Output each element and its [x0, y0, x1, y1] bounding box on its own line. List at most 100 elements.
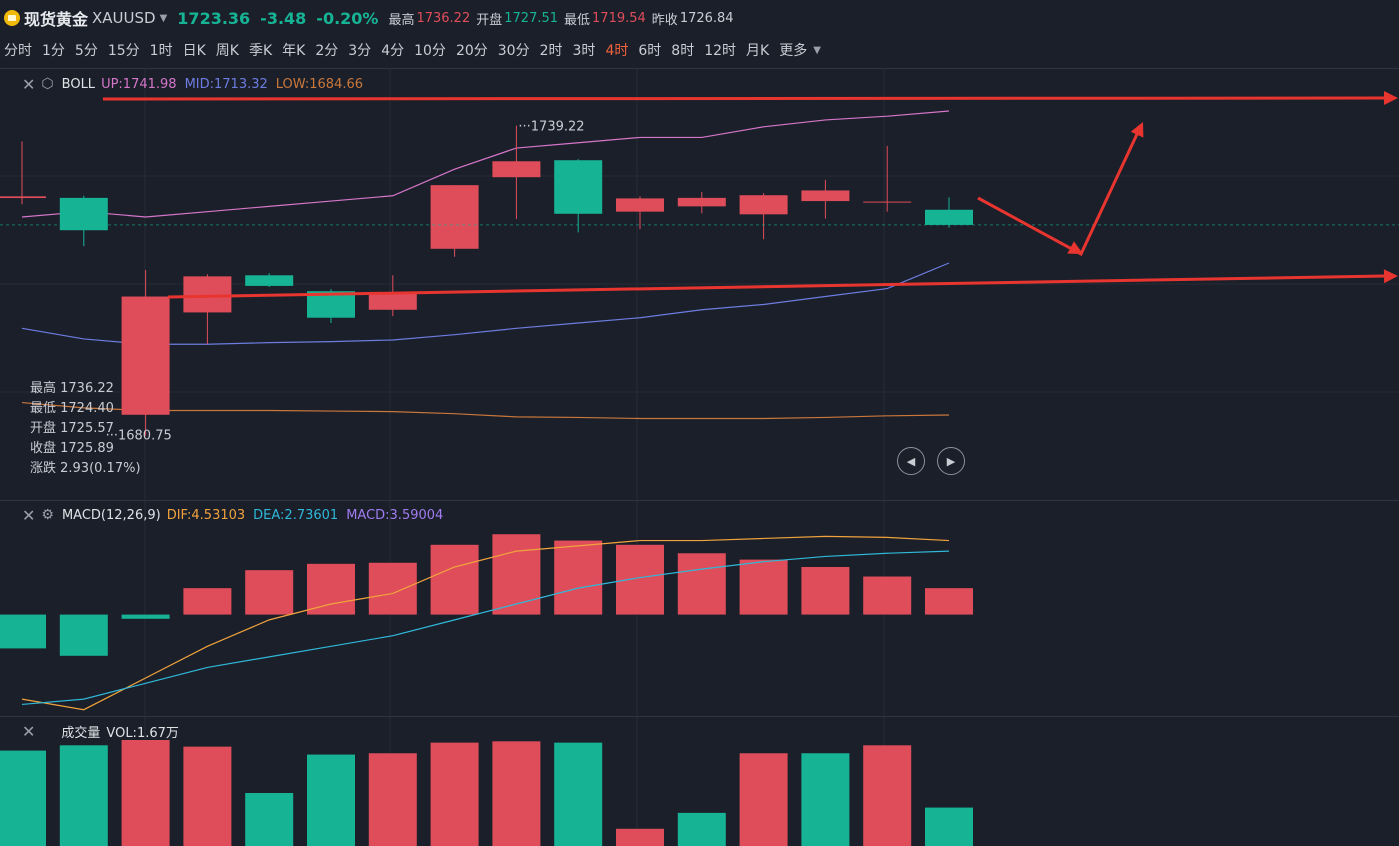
tab-period[interactable]: 日K: [182, 43, 206, 59]
dif-line: [21, 535, 950, 711]
dea-value: DEA:2.73601: [253, 507, 339, 523]
skip-back-icon: ◀: [906, 454, 916, 468]
candle-body: [121, 296, 170, 415]
arrow-head: [1383, 269, 1398, 284]
macd-bar: [430, 544, 479, 615]
tab-period[interactable]: 季K: [248, 43, 273, 59]
macd-header: ✕ ⚙ MACD(12,26,9) DIF:4.53103 DEA:2.7360…: [0, 505, 451, 525]
candle-body: [245, 275, 294, 286]
macd-bar: [677, 553, 726, 615]
macd-bar: [59, 614, 108, 656]
open-value: 1727.51: [504, 10, 559, 26]
volume-bar: [245, 793, 294, 846]
candle-body: [739, 195, 788, 215]
boll-up-value: UP:1741.98: [101, 76, 177, 92]
candle-body: [677, 197, 726, 207]
macd-bar: [925, 588, 973, 615]
scroll-left-button[interactable]: ◀: [897, 447, 925, 475]
chevron-down-icon[interactable]: ▼: [159, 12, 168, 24]
tab-period[interactable]: 8时: [671, 43, 695, 59]
open-label: 开盘: [476, 12, 503, 28]
macd-bar: [121, 614, 170, 619]
tab-period[interactable]: 更多: [779, 43, 808, 59]
volume-bar: [677, 812, 726, 846]
tab-period[interactable]: 2时: [539, 43, 563, 59]
volume-bar: [863, 745, 912, 846]
volume-bar: [0, 750, 46, 846]
price-change: -3.48: [260, 8, 307, 28]
instrument-symbol[interactable]: XAUUSD: [92, 9, 156, 27]
tab-period[interactable]: 6时: [638, 43, 662, 59]
macd-bar: [368, 562, 417, 615]
dea-line: [21, 550, 950, 706]
close-icon[interactable]: ✕: [22, 721, 36, 741]
close-icon[interactable]: ✕: [22, 74, 36, 94]
close-icon[interactable]: ✕: [22, 505, 36, 525]
candle-body: [616, 198, 664, 212]
gear-icon[interactable]: ⚙: [41, 507, 54, 523]
tab-period[interactable]: 30分: [497, 43, 530, 59]
period-tabs: 分时 1分 5分 15分 1时 日K 周K 季K 年K 2分 3分 4分 10分 20分 30分 2时 3时 4时…: [0, 36, 831, 64]
macd-bar: [863, 576, 912, 615]
boll-low-line: [21, 401, 950, 420]
boll-name: BOLL: [61, 76, 96, 92]
candle-body: [554, 160, 603, 214]
candle-body: [863, 201, 912, 203]
scroll-right-button[interactable]: ▶: [937, 447, 965, 475]
tab-period[interactable]: 10分: [414, 43, 446, 59]
tab-period[interactable]: 4分: [381, 43, 405, 59]
candle-body: [0, 196, 46, 199]
volume-bar: [554, 742, 603, 846]
tab-period[interactable]: 12时: [704, 43, 737, 59]
max-price-label: ···1739.22: [518, 120, 584, 135]
crosshair-info: 最高 1736.22 最低 1724.40 开盘 1725.57 收盘 1725…: [30, 379, 141, 479]
tab-period[interactable]: 15分: [107, 43, 140, 59]
tab-period[interactable]: 3时: [572, 43, 596, 59]
macd-name: MACD(12,26,9): [61, 507, 161, 523]
macd-bar: [183, 588, 232, 615]
instrument-name[interactable]: 现货黄金: [24, 10, 89, 29]
tab-period[interactable]: 周K: [215, 43, 239, 59]
chevron-down-icon[interactable]: ▼: [813, 44, 821, 56]
low-value: 1719.54: [592, 10, 646, 26]
volume-bar: [430, 742, 479, 846]
boll-mid-value: MID:1713.32: [184, 76, 268, 92]
volume-name: 成交量: [61, 725, 101, 741]
tab-period[interactable]: 月K: [746, 43, 770, 59]
boll-header: ✕ ⬡ BOLL UP:1741.98 MID:1713.32 LOW:1684…: [0, 74, 371, 94]
tab-period[interactable]: 4时: [605, 43, 629, 59]
arrow-head: [1384, 91, 1398, 105]
candle-body: [801, 190, 850, 202]
macd-bar: [245, 570, 294, 615]
volume-bar: [616, 828, 664, 846]
volume-bar: [59, 745, 108, 846]
volume-bar: [492, 741, 541, 846]
low-label: 最低: [564, 12, 591, 28]
volume-header: ✕ 成交量 VOL:1.67万: [0, 721, 187, 741]
arrow-head: [1130, 122, 1144, 138]
tab-period[interactable]: 20分: [455, 43, 488, 59]
volume-bar: [739, 753, 788, 846]
macd-bar: [739, 559, 788, 615]
price-change-pct: -0.20%: [316, 8, 379, 28]
tab-period[interactable]: 分时: [4, 43, 32, 59]
boll-mid-line: [21, 262, 950, 345]
annotation-line: [102, 96, 1386, 101]
tab-period[interactable]: 3分: [348, 43, 372, 59]
tab-period[interactable]: 年K: [282, 43, 306, 59]
header: 现货黄金 XAUUSD ▼ 1723.36 -3.48 -0.20% 最高 17…: [0, 0, 1399, 68]
macd-bar: [307, 563, 355, 615]
dif-value: DIF:4.53103: [166, 507, 246, 523]
tab-period[interactable]: 5分: [74, 43, 98, 59]
tab-period[interactable]: 1时: [149, 43, 173, 59]
volume-bar: [368, 753, 417, 846]
macd-value: MACD:3.59004: [346, 507, 444, 523]
settings-icon[interactable]: ⬡: [41, 76, 54, 92]
boll-up-line: [21, 110, 950, 218]
macd-bar: [0, 614, 46, 649]
candle-body: [183, 276, 232, 313]
tab-period[interactable]: 1分: [42, 43, 65, 59]
tab-period[interactable]: 2分: [315, 43, 339, 59]
info-low: 最低 1724.40: [30, 401, 114, 416]
